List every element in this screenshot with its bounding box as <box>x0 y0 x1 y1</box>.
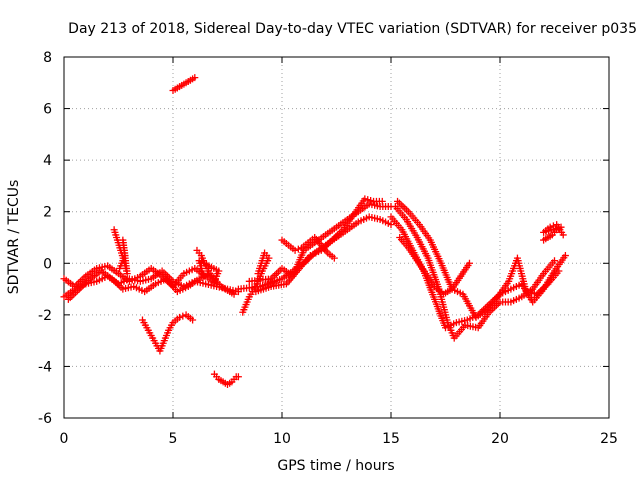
plot-frame <box>63 56 610 419</box>
data-point <box>465 259 473 267</box>
data-point <box>176 313 184 321</box>
series-low-7.5h <box>210 370 242 388</box>
data-point <box>387 221 395 229</box>
series-spike-2.5h <box>110 226 131 278</box>
series-tail-16h <box>396 234 473 298</box>
data-point <box>294 245 302 253</box>
y-tick-label: 6 <box>43 102 52 118</box>
series-end-22h <box>540 221 567 244</box>
x-tick-label: 20 <box>491 431 509 447</box>
data-point <box>551 257 558 265</box>
x-tick-label: 0 <box>60 431 69 447</box>
data-point <box>546 223 554 231</box>
data-point <box>378 197 386 205</box>
x-axis-label: GPS time / hours <box>277 458 394 474</box>
x-tick-label: 5 <box>169 431 178 447</box>
axis-ticks: 0 5 10 15 20 25 -6 -4 -2 0 2 4 6 8 <box>38 50 618 447</box>
data-point <box>291 246 299 254</box>
x-tick-label: 25 <box>600 431 618 447</box>
data-point <box>191 74 199 82</box>
chart-title: Day 213 of 2018, Sidereal Day-to-day VTE… <box>68 21 637 37</box>
series-fall-b <box>391 203 558 342</box>
y-tick-label: -6 <box>38 411 52 427</box>
x-tick-label: 10 <box>273 431 291 447</box>
y-tick-label: 2 <box>43 205 52 221</box>
data-point <box>330 254 338 262</box>
x-tick-label: 15 <box>382 431 400 447</box>
series-fall-c <box>394 197 563 321</box>
data-point <box>549 222 557 230</box>
data-point <box>116 264 124 272</box>
data-marks <box>60 74 569 388</box>
y-tick-label: -4 <box>38 359 52 375</box>
y-tick-label: 8 <box>43 50 52 66</box>
series-spike-6h <box>193 246 223 285</box>
y-axis-label: SDTVAR / TECUs <box>6 180 22 295</box>
data-point <box>559 231 567 239</box>
data-point <box>230 290 238 298</box>
data-point <box>189 316 197 324</box>
series-rise-c <box>252 195 386 296</box>
y-tick-label: 0 <box>43 256 52 272</box>
grid-lines <box>64 57 609 418</box>
data-point <box>561 252 569 260</box>
y-tick-label: 4 <box>43 153 52 169</box>
data-point <box>234 373 242 381</box>
y-tick-label: -2 <box>38 308 52 324</box>
series-dip-4h <box>138 311 197 355</box>
data-point <box>254 270 262 278</box>
series-high-5.5h <box>169 74 199 95</box>
data-point <box>555 267 563 275</box>
series-track-c <box>64 267 238 303</box>
data-point <box>200 272 208 280</box>
series-hump-10h <box>278 234 338 262</box>
